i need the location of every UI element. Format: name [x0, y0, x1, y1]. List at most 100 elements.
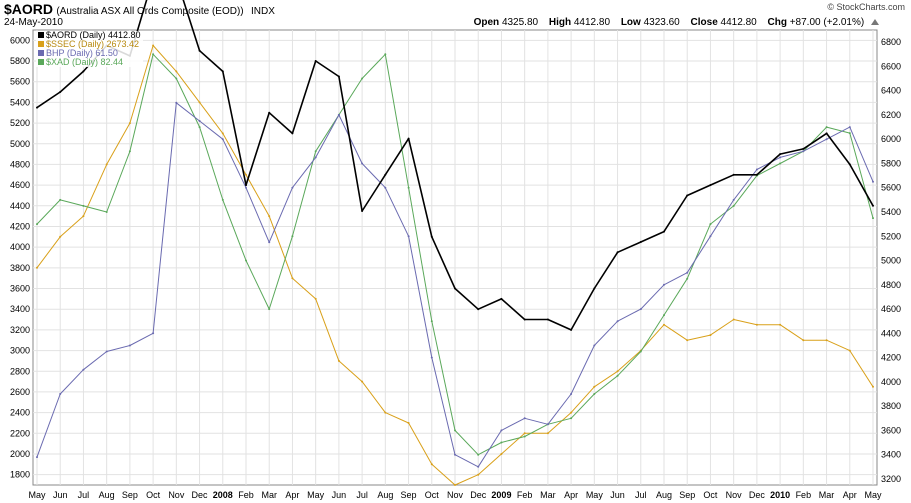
x-axis-tick-label: Dec	[192, 490, 209, 500]
x-axis-tick-label: Apr	[285, 490, 299, 500]
legend-swatch	[38, 32, 44, 38]
x-axis-tick-label: Aug	[656, 490, 672, 500]
left-axis-tick-label: 4200	[10, 221, 30, 231]
x-axis-tick-label: Aug	[99, 490, 115, 500]
data-point	[384, 411, 387, 414]
data-point	[593, 393, 596, 395]
data-point	[454, 453, 456, 456]
data-point	[732, 198, 735, 201]
x-axis-tick-label: Sep	[401, 490, 417, 500]
x-axis-tick-label: Mar	[261, 490, 277, 500]
legend-swatch	[38, 59, 44, 65]
data-point	[779, 323, 782, 326]
data-point	[639, 308, 642, 311]
low-label: Low	[620, 17, 641, 28]
left-axis-tick-label: 4000	[10, 242, 30, 252]
data-point	[454, 429, 456, 432]
data-point	[314, 156, 317, 159]
data-point	[686, 339, 689, 342]
data-point	[361, 380, 364, 383]
data-point	[152, 332, 155, 335]
data-point	[709, 223, 712, 226]
x-axis-tick-label: Jul	[635, 490, 647, 500]
data-point	[36, 456, 38, 459]
x-axis-tick-label: Feb	[517, 490, 533, 500]
data-point	[221, 70, 224, 73]
data-point	[384, 53, 387, 56]
data-point	[314, 150, 317, 153]
data-point	[407, 422, 410, 424]
symbol: $AORD	[4, 1, 54, 17]
left-axis-tick-label: 4800	[10, 159, 30, 169]
x-axis-tick-label: Jun	[610, 490, 625, 500]
data-point	[198, 120, 201, 122]
data-point	[175, 70, 178, 73]
left-axis-tick-label: 3800	[10, 263, 30, 273]
data-point	[825, 138, 828, 141]
data-point	[361, 162, 364, 165]
data-point	[128, 344, 131, 347]
data-point	[663, 283, 665, 286]
chart-title: $AORD (Australia ASX All Ords Composite …	[4, 1, 275, 17]
data-point	[732, 173, 735, 176]
data-point	[407, 137, 410, 140]
data-point	[523, 417, 526, 420]
x-axis-tick-label: Apr	[843, 490, 857, 500]
data-point	[709, 184, 712, 187]
data-point	[82, 70, 85, 73]
data-point	[152, 53, 155, 56]
data-point	[59, 91, 62, 93]
data-point	[384, 186, 387, 189]
x-axis-tick-label: Oct	[703, 490, 718, 500]
data-point	[105, 350, 108, 353]
data-point	[616, 374, 619, 377]
data-point	[291, 132, 294, 135]
x-axis-tick-label: Nov	[168, 490, 185, 500]
data-point	[245, 184, 247, 187]
right-axis-tick-label: 5200	[881, 231, 901, 241]
data-point	[291, 186, 294, 189]
x-axis-tick-label: Sep	[679, 490, 695, 500]
right-axis-tick-label: 4800	[881, 280, 901, 290]
data-point	[709, 235, 712, 238]
right-axis-tick-label: 6000	[881, 134, 901, 144]
left-axis-tick-label: 5800	[10, 56, 30, 66]
right-axis-tick-label: 6200	[881, 110, 901, 120]
legend-label: $SSEC (Daily) 2673.42	[46, 39, 140, 49]
right-axis-tick-label: 6400	[881, 86, 901, 96]
data-point	[732, 318, 735, 321]
chart-date: 24-May-2010	[4, 17, 63, 28]
legend-label: $AORD (Daily) 4412.80	[46, 30, 141, 40]
close-label: Close	[690, 17, 718, 28]
x-axis-tick-label: Aug	[377, 490, 393, 500]
x-axis-tick-label: Feb	[796, 490, 812, 500]
left-axis-tick-label: 3200	[10, 325, 30, 335]
left-axis-tick-label: 2000	[10, 449, 30, 459]
data-point	[802, 339, 805, 342]
data-point	[477, 453, 480, 456]
data-point	[709, 334, 712, 337]
data-point	[361, 77, 364, 80]
right-axis-tick-label: 6800	[881, 37, 901, 47]
data-point	[314, 60, 317, 62]
x-axis-tick-label: Dec	[470, 490, 487, 500]
legend-entry: $XAD (Daily) 82.44	[38, 58, 141, 67]
data-point	[430, 320, 433, 323]
high-value: 4412.80	[573, 17, 611, 28]
data-point	[198, 49, 201, 52]
data-point	[523, 432, 526, 435]
chg-value: +87.00 (+2.01%)	[789, 17, 865, 28]
x-axis-tick-label: 2010	[770, 490, 790, 500]
data-point	[593, 344, 596, 347]
data-point	[500, 441, 503, 444]
x-axis-tick-label: Oct	[425, 490, 440, 500]
x-axis-tick-label: Dec	[749, 490, 766, 500]
data-point	[825, 126, 828, 129]
right-axis-tick-label: 4400	[881, 328, 901, 338]
data-point	[477, 308, 480, 311]
x-axis-tick-label: Mar	[540, 490, 556, 500]
data-point	[291, 277, 294, 280]
left-axis-tick-label: 2600	[10, 387, 30, 397]
data-point	[872, 385, 874, 388]
